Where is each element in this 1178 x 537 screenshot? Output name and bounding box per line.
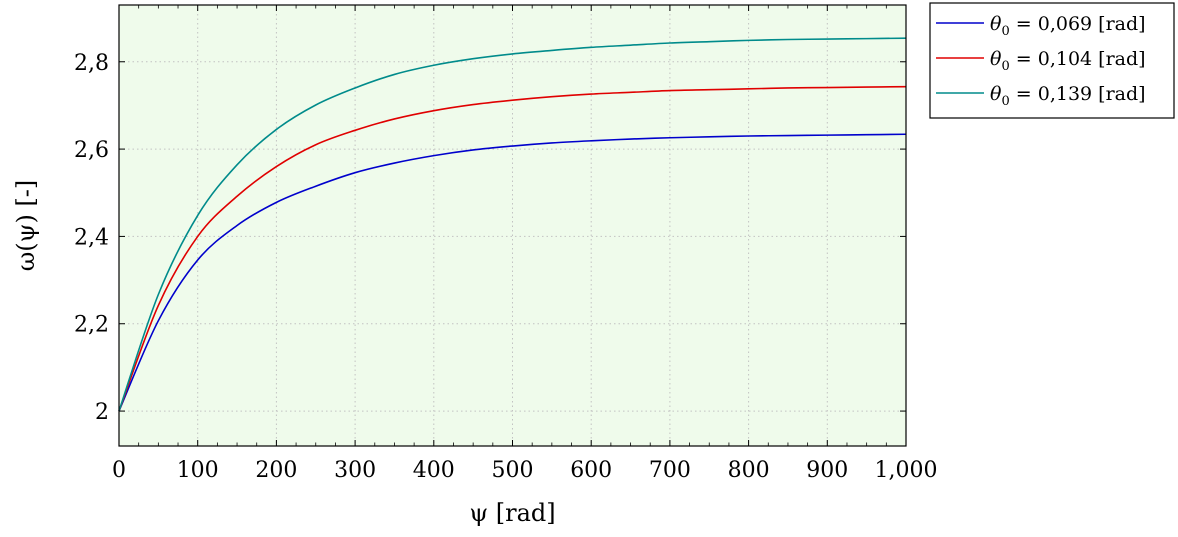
x-tick-label: 300 bbox=[334, 458, 376, 483]
x-tick-label: 1,000 bbox=[875, 458, 938, 483]
series-line-2 bbox=[118, 85, 907, 412]
x-tick-label: 400 bbox=[413, 458, 455, 483]
x-tick-label: 100 bbox=[177, 458, 219, 483]
y-tick-label: 2,4 bbox=[74, 225, 109, 250]
y-tick-label: 2 bbox=[95, 400, 109, 425]
legend-label-1: θ0 = 0,069 [rad] bbox=[990, 13, 1146, 39]
y-tick-label: 2,8 bbox=[74, 51, 109, 76]
x-tick-label: 0 bbox=[112, 458, 126, 483]
series-line-1 bbox=[118, 133, 907, 412]
series-line-3 bbox=[118, 37, 907, 412]
x-axis-title: ψ [rad] bbox=[469, 499, 555, 527]
legend-label-2: θ0 = 0,104 [rad] bbox=[990, 48, 1146, 74]
y-axis-title: ω(ψ) [-] bbox=[12, 180, 40, 272]
legend-label-3: θ0 = 0,139 [rad] bbox=[990, 83, 1146, 109]
x-tick-label: 800 bbox=[728, 458, 770, 483]
x-tick-label: 200 bbox=[255, 458, 297, 483]
y-tick-label: 2,6 bbox=[74, 138, 109, 163]
legend-box bbox=[929, 2, 1175, 119]
x-tick-label: 600 bbox=[570, 458, 612, 483]
x-tick-label: 700 bbox=[649, 458, 691, 483]
y-tick-label: 2,2 bbox=[74, 313, 109, 338]
x-tick-label: 500 bbox=[492, 458, 534, 483]
x-tick-label: 900 bbox=[806, 458, 848, 483]
